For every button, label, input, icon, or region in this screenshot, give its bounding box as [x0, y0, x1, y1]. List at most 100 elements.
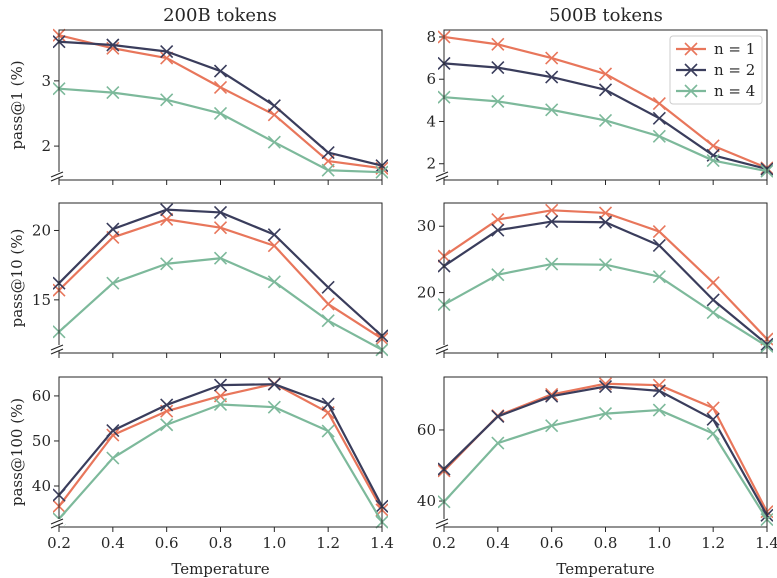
data-point: [106, 222, 120, 236]
data-point: [321, 146, 335, 160]
legend: n = 1 n = 2 n = 4: [669, 35, 763, 105]
axes-frame: [58, 29, 383, 181]
axis-break-mark: [50, 171, 64, 178]
y-tick-label: 6: [426, 70, 436, 88]
data-point: [598, 67, 613, 81]
x-tick-label: 0.8: [209, 534, 233, 552]
data-point: [545, 215, 559, 229]
series-line-n2: [443, 220, 768, 346]
data-point: [213, 397, 228, 412]
x-tick-label: 1.4: [370, 534, 394, 552]
axis-break-mark: [435, 175, 449, 182]
y-tick-label: 60: [32, 387, 51, 405]
axes-frame: [443, 376, 768, 528]
axis-break-mark: [435, 348, 449, 355]
data-point: [106, 451, 120, 465]
data-point: [545, 103, 559, 117]
y-tick-label: 8: [426, 28, 436, 46]
legend-label: n = 4: [714, 82, 755, 100]
data-point: [160, 418, 174, 432]
data-point: [106, 86, 120, 100]
legend-marker: [684, 63, 698, 77]
legend-marker: [684, 84, 698, 98]
data-point: [652, 129, 666, 143]
data-point: [598, 113, 613, 127]
x-tick-label: 0.6: [155, 534, 179, 552]
legend-label: n = 1: [714, 40, 755, 58]
series-line-n1: [58, 218, 383, 340]
axis-break-mark: [50, 522, 64, 529]
data-point: [321, 297, 335, 311]
data-point: [706, 153, 720, 168]
data-point: [213, 251, 228, 265]
data-point: [491, 37, 505, 51]
data-point: [706, 412, 720, 426]
data-point: [545, 51, 559, 65]
axis-break-mark: [435, 518, 449, 525]
series-line-n1: [58, 382, 383, 511]
axis-break-mark: [435, 522, 449, 529]
y-tick-label: 3: [41, 72, 51, 90]
legend-marker: [684, 42, 698, 56]
panel-pass1-500b: 2 4 6 8 n = 1 n = 2 n = 4: [426, 28, 773, 185]
data-point: [491, 213, 505, 227]
data-point: [706, 401, 720, 415]
axis-break-mark: [50, 344, 64, 351]
data-point: [545, 203, 559, 217]
y-tick-label: 2: [426, 155, 436, 173]
data-point: [321, 397, 335, 411]
y-tick-label: 20: [417, 284, 436, 302]
axis-break-mark: [435, 171, 449, 178]
y-tick-label: 40: [417, 492, 436, 510]
legend-label: n = 2: [714, 61, 755, 79]
axes-frame: [443, 29, 768, 181]
data-point: [491, 94, 505, 108]
series-line-n2: [443, 385, 768, 516]
data-point: [706, 293, 720, 307]
data-point: [491, 436, 505, 450]
data-point: [160, 203, 174, 217]
axes-frame: [58, 202, 383, 354]
y-tick-label: 15: [32, 291, 51, 309]
data-point: [652, 224, 666, 239]
x-tick-label: 1.2: [701, 534, 725, 552]
axis-break-mark: [435, 344, 449, 351]
data-point: [267, 275, 281, 289]
data-point: [106, 428, 120, 442]
data-point: [491, 409, 505, 424]
axis-break-mark: [50, 175, 64, 182]
x-tick-label: 1.0: [647, 534, 671, 552]
x-tick-label: 0.4: [486, 534, 510, 552]
data-point: [160, 44, 174, 59]
y-tick-label: 50: [32, 432, 51, 450]
data-point: [706, 276, 720, 290]
series-line-n4: [58, 87, 383, 174]
y-tick-label: 2: [41, 137, 51, 155]
legend-box: [669, 35, 763, 105]
data-point: [106, 424, 120, 438]
x-tick-label: 0.2: [47, 534, 71, 552]
data-point: [321, 163, 335, 177]
data-point: [267, 239, 281, 253]
data-point: [598, 83, 613, 97]
data-point: [491, 61, 505, 75]
series-line-n2: [58, 383, 383, 507]
axes-frame: [58, 376, 383, 528]
data-point: [652, 238, 666, 253]
data-point: [267, 377, 281, 391]
x-tick-label: 0.8: [594, 534, 618, 552]
data-point: [267, 228, 281, 242]
x-tick-label: 0.4: [101, 534, 125, 552]
series-line-n1: [443, 209, 768, 340]
data-point: [706, 139, 720, 153]
data-point: [321, 314, 335, 328]
y-tick-label: 20: [32, 221, 51, 239]
x-axis-label: Temperature: [171, 560, 269, 578]
y-tick-label: 60: [417, 421, 436, 439]
x-tick-label: 1.2: [316, 534, 340, 552]
data-point: [321, 280, 335, 294]
data-point: [491, 223, 505, 237]
data-point: [267, 99, 281, 113]
